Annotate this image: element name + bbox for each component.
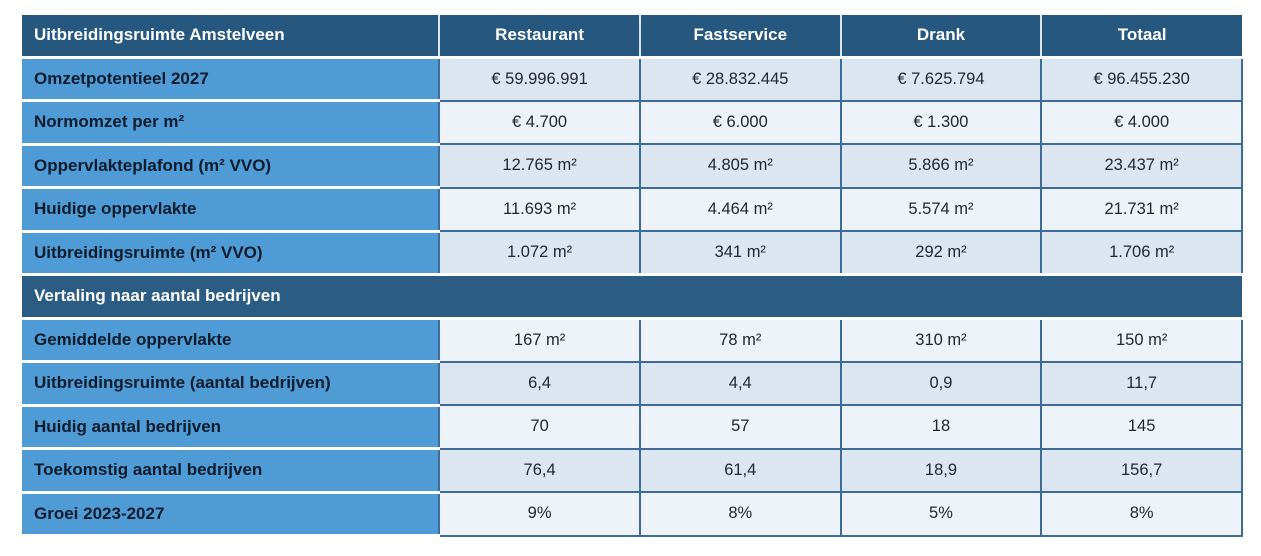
cell-value: 341 m² — [638, 230, 842, 276]
cell-value: € 6.000 — [638, 99, 842, 145]
section-header-row: Vertaling naar aantal bedrijven — [22, 273, 1242, 320]
cell-value: 145 — [1040, 404, 1243, 450]
table-row: Toekomstig aantal bedrijven 76,4 61,4 18,9 1… — [22, 447, 1243, 494]
cell-value: 292 m² — [839, 230, 1043, 276]
column-header-fastservice: Fastservice — [638, 15, 841, 59]
table-row: Groei 2023-2027 9% 8% 5% 8% — [22, 490, 1243, 537]
row-label: Huidig aantal bedrijven — [22, 403, 440, 450]
row-label: Oppervlakteplafond (m² VVO) — [22, 142, 440, 189]
cell-value: 5% — [839, 491, 1043, 537]
cell-value: 18 — [839, 404, 1043, 450]
cell-value: 5.574 m² — [839, 186, 1043, 232]
table-title: Uitbreidingsruimte Amstelveen — [22, 15, 440, 59]
cell-value: 18,9 — [839, 447, 1043, 493]
cell-value: € 7.625.794 — [839, 56, 1043, 102]
row-label: Gemiddelde oppervlakte — [22, 316, 440, 363]
cell-value: 57 — [638, 404, 842, 450]
cell-value: 4.464 m² — [638, 186, 842, 232]
cell-value: € 59.996.991 — [438, 56, 641, 102]
cell-value: 23.437 m² — [1040, 143, 1243, 189]
table-row: Uitbreidingsruimte (aantal bedrijven) 6,4… — [22, 360, 1243, 407]
cell-value: 61,4 — [638, 447, 842, 493]
cell-value: 21.731 m² — [1040, 186, 1243, 232]
cell-value: € 4.700 — [438, 99, 641, 145]
row-label: Toekomstig aantal bedrijven — [22, 447, 440, 494]
section-header: Vertaling naar aantal bedrijven — [22, 273, 1242, 320]
cell-value: 78 m² — [638, 317, 842, 363]
table-row: Uitbreidingsruimte (m² VVO) 1.072 m² 341 m… — [22, 229, 1243, 276]
cell-value: 8% — [638, 491, 842, 537]
table-row: Huidig aantal bedrijven 70 57 18 145 — [22, 403, 1243, 450]
cell-value: 1.072 m² — [438, 230, 641, 276]
table-body: Omzetpotentieel 2027 € 59.996.991 € 28.832… — [22, 55, 1243, 537]
cell-value: 0,9 — [839, 360, 1043, 406]
cell-value: € 4.000 — [1040, 99, 1243, 145]
cell-value: 167 m² — [438, 317, 641, 363]
cell-value: 12.765 m² — [438, 143, 641, 189]
cell-value: 1.706 m² — [1040, 230, 1243, 276]
cell-value: € 28.832.445 — [638, 56, 842, 102]
cell-value: 76,4 — [438, 447, 641, 493]
table-row: Huidige oppervlakte 11.693 m² 4.464 m² 5.57… — [22, 186, 1243, 233]
table-row: Omzetpotentieel 2027 € 59.996.991 € 28.832… — [22, 55, 1243, 102]
row-label: Normomzet per m² — [22, 99, 440, 146]
cell-value: 8% — [1040, 491, 1243, 537]
cell-value: 310 m² — [839, 317, 1043, 363]
table-row: Oppervlakteplafond (m² VVO) 12.765 m² 4.80… — [22, 142, 1243, 189]
cell-value: 156,7 — [1040, 447, 1243, 493]
cell-value: 4,4 — [638, 360, 842, 406]
table-row: Normomzet per m² € 4.700 € 6.000 € 1.300 € 4… — [22, 99, 1243, 146]
cell-value: € 96.455.230 — [1040, 56, 1243, 102]
column-header-restaurant: Restaurant — [438, 15, 640, 59]
cell-value: 5.866 m² — [839, 143, 1043, 189]
cell-value: 11,7 — [1040, 360, 1243, 406]
cell-value: 6,4 — [438, 360, 641, 406]
cell-value: 4.805 m² — [638, 143, 842, 189]
row-label: Groei 2023-2027 — [22, 490, 440, 537]
cell-value: 70 — [438, 404, 641, 450]
cell-value: 9% — [438, 491, 641, 537]
table-row: Gemiddelde oppervlakte 167 m² 78 m² 310 m² 1… — [22, 316, 1243, 363]
column-header-totaal: Totaal — [1040, 15, 1242, 59]
header-row: Uitbreidingsruimte Amstelveen Restaurant… — [22, 15, 1242, 59]
cell-value: € 1.300 — [839, 99, 1043, 145]
row-label: Uitbreidingsruimte (aantal bedrijven) — [22, 360, 440, 407]
cell-value: 11.693 m² — [438, 186, 641, 232]
row-label: Huidige oppervlakte — [22, 186, 440, 233]
column-header-drank: Drank — [839, 15, 1042, 59]
row-label: Omzetpotentieel 2027 — [22, 55, 440, 102]
cell-value: 150 m² — [1040, 317, 1243, 363]
uitbreidingsruimte-table: Uitbreidingsruimte Amstelveen Restaurant… — [22, 15, 1243, 537]
row-label: Uitbreidingsruimte (m² VVO) — [22, 229, 440, 276]
